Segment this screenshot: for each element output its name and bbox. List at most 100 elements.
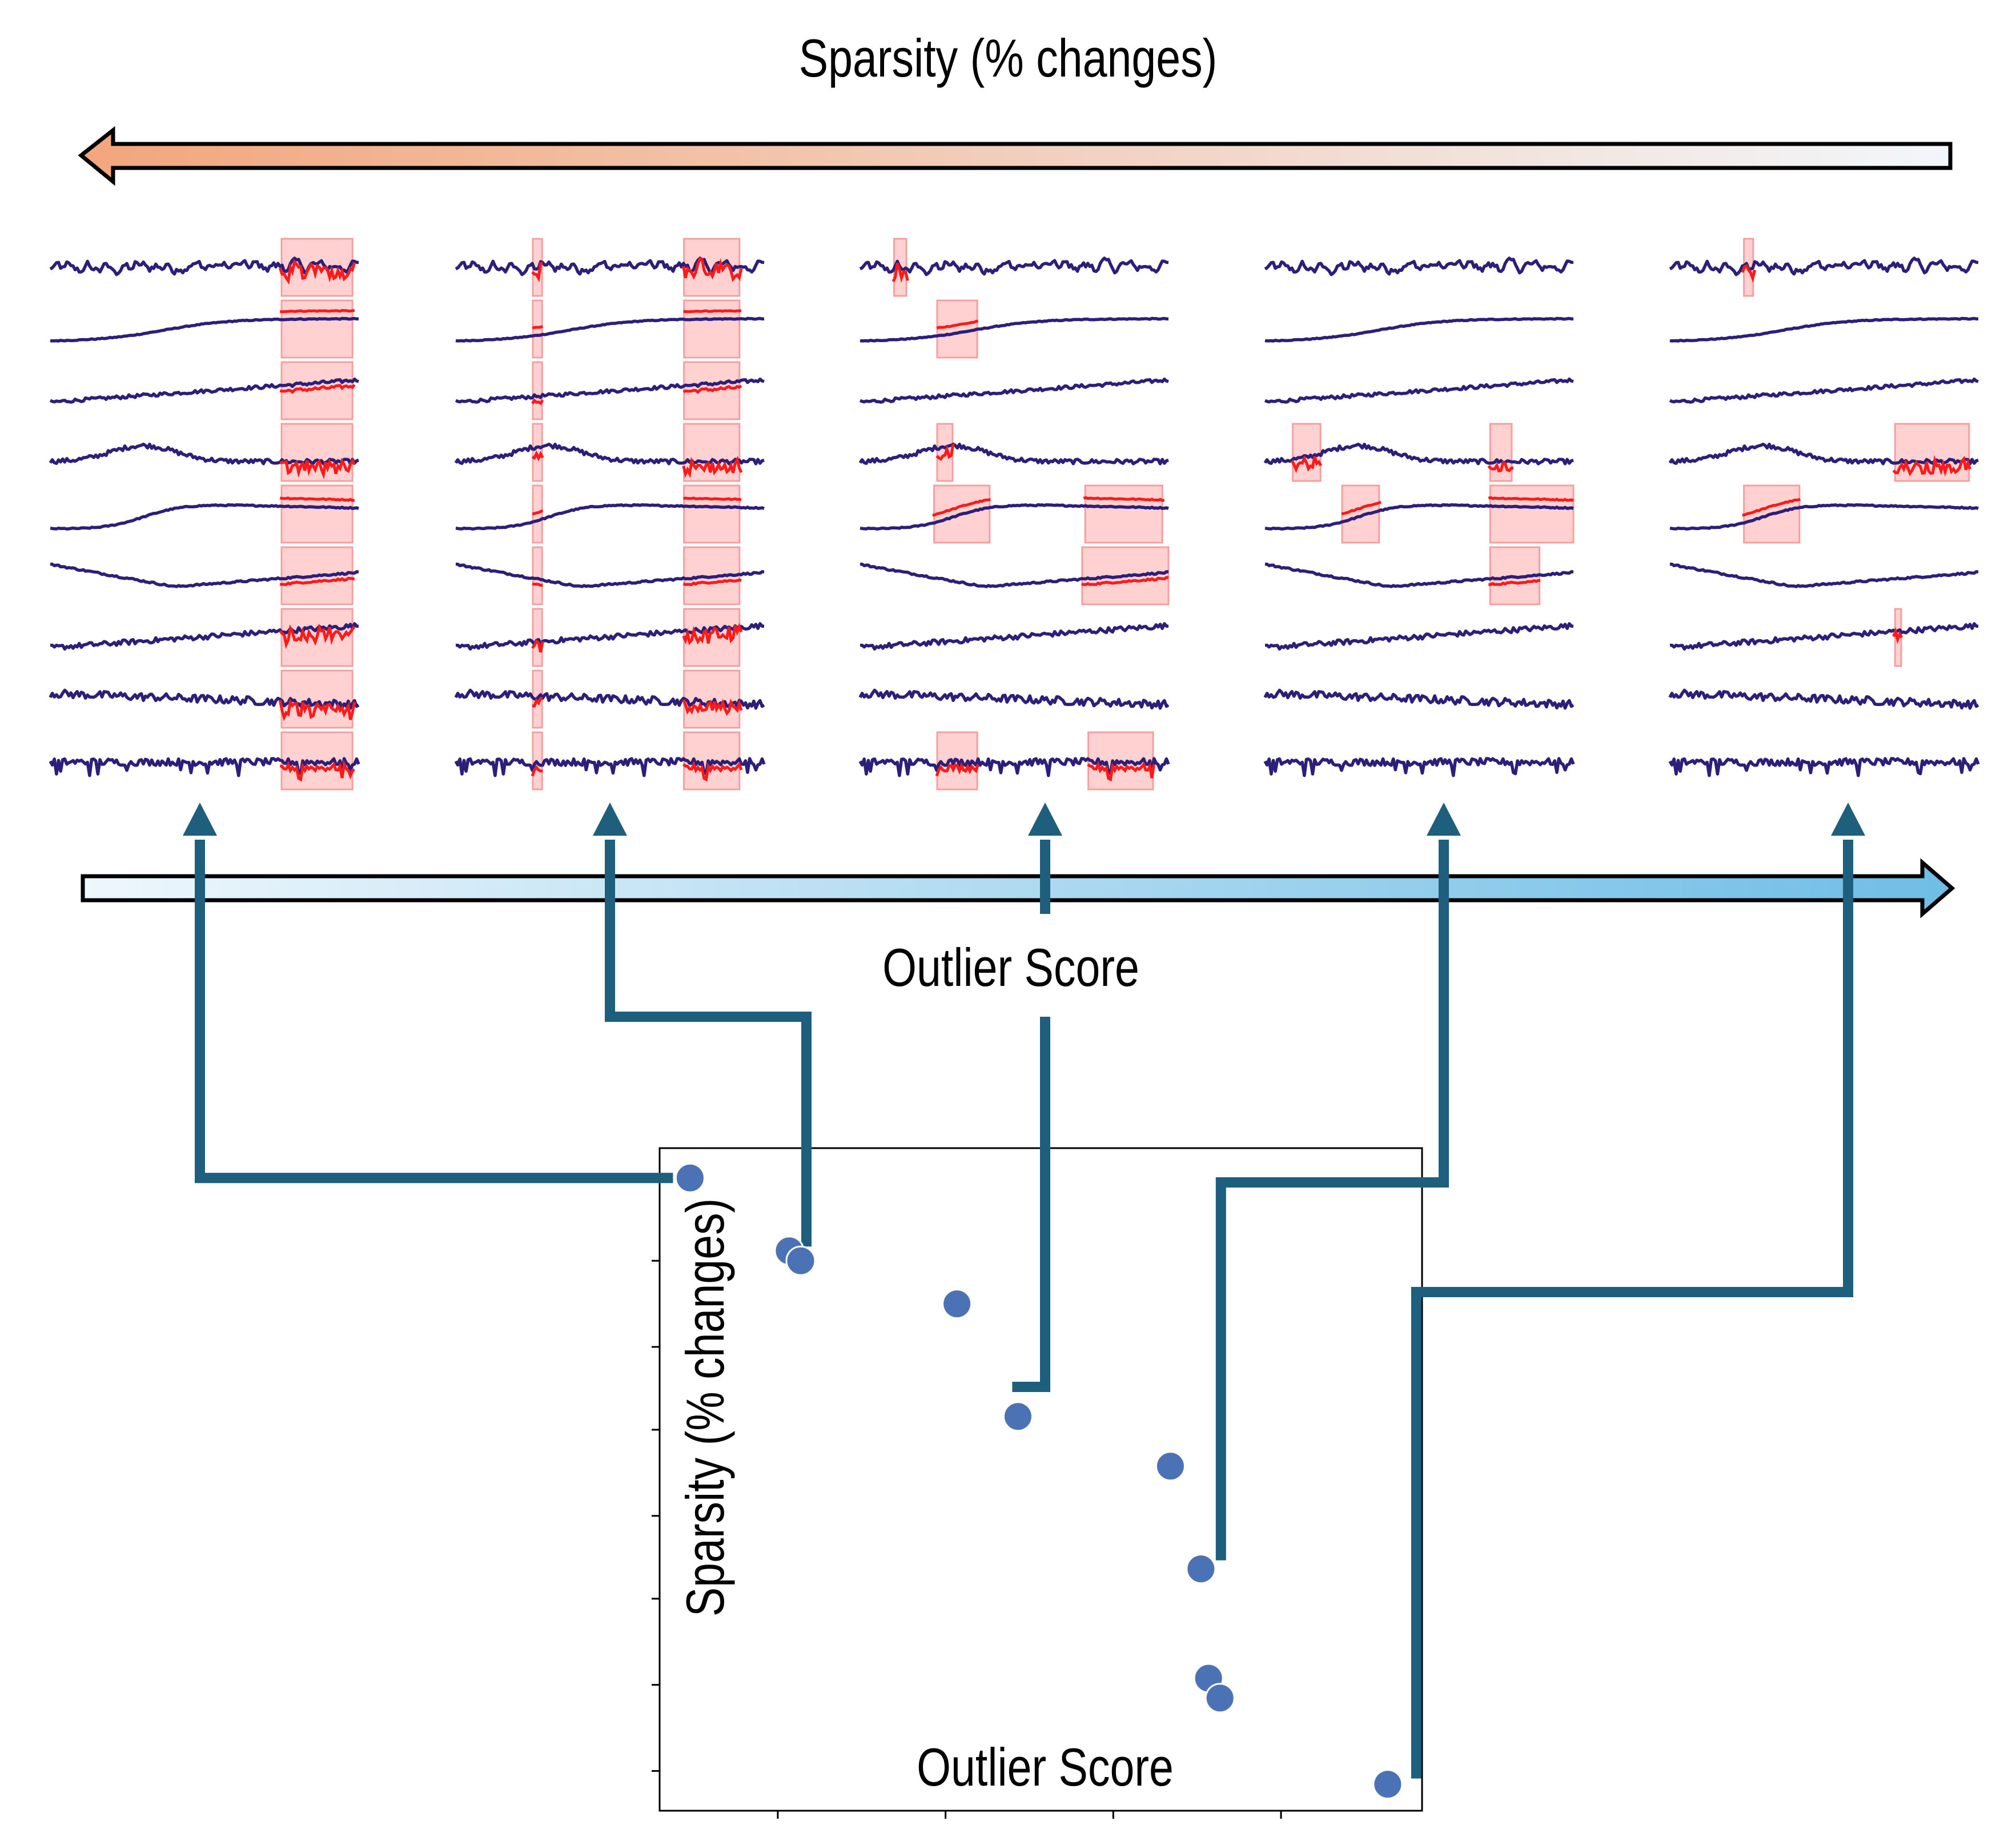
- panel-3: [858, 238, 1170, 791]
- changed-segment: [279, 458, 356, 480]
- time-series: [50, 503, 359, 531]
- changed-segment: [932, 498, 991, 517]
- time-series: [455, 256, 765, 276]
- panel-4: [1263, 256, 1575, 777]
- time-series: [1669, 316, 1979, 343]
- changed-region: [280, 423, 354, 482]
- time-series: [860, 562, 1169, 588]
- time-series: [50, 622, 359, 651]
- changed-region: [683, 299, 741, 359]
- panel-1: [49, 238, 360, 791]
- panel-2: [454, 238, 766, 791]
- changed-segment: [891, 262, 909, 283]
- changed-segment: [532, 697, 543, 708]
- changed-segment: [280, 496, 355, 502]
- changed-segment: [532, 509, 544, 516]
- changed-region: [1341, 484, 1380, 544]
- changed-region: [683, 484, 741, 544]
- time-series: [1264, 377, 1574, 404]
- changed-segment: [682, 761, 743, 782]
- changed-region: [1292, 423, 1322, 482]
- time-series: [455, 503, 765, 531]
- changed-segment: [1488, 496, 1574, 502]
- time-series: [1264, 503, 1574, 531]
- changed-segment: [531, 262, 543, 283]
- outlier-score-arrow: [81, 858, 1955, 919]
- time-series: [1669, 503, 1979, 531]
- changed-segment: [682, 455, 743, 479]
- connectors: [183, 803, 1865, 1779]
- time-series: [455, 316, 765, 343]
- changed-segment: [935, 762, 979, 777]
- connector-line: [1411, 840, 1853, 1779]
- time-series: [49, 442, 359, 466]
- changed-segment: [1892, 455, 1971, 477]
- changed-region: [1084, 484, 1163, 544]
- time-series: [858, 757, 1170, 777]
- time-series: [1263, 688, 1575, 710]
- scatter-point: [1186, 1554, 1216, 1585]
- connector-line: [605, 840, 812, 1247]
- changed-region: [280, 484, 354, 544]
- time-series: [454, 757, 766, 777]
- sparsity-arrow: [78, 126, 1953, 186]
- scatter-point: [1204, 1683, 1235, 1714]
- time-series: [1669, 622, 1979, 651]
- changed-segment: [1083, 496, 1165, 502]
- changed-segment: [279, 759, 355, 782]
- changed-segment: [935, 443, 955, 461]
- time-series: [455, 562, 765, 588]
- scatter-point: [1372, 1769, 1403, 1800]
- time-series: [1668, 757, 1980, 777]
- changed-segment: [682, 257, 743, 282]
- time-series: [859, 256, 1169, 276]
- connector-arrowhead: [183, 803, 217, 836]
- time-series: [1263, 442, 1574, 466]
- changed-segment: [1087, 761, 1156, 782]
- changed-segment: [682, 578, 742, 586]
- changed-region: [532, 546, 543, 605]
- changed-segment: [531, 450, 544, 462]
- changed-segment: [279, 623, 356, 649]
- series-panels: [49, 238, 1980, 791]
- changed-segment: [1892, 627, 1903, 644]
- changed-segment: [531, 765, 543, 777]
- scatter-point: [674, 1162, 705, 1193]
- changed-segment: [1742, 498, 1801, 517]
- scatter-point: [785, 1245, 816, 1276]
- changed-segment: [936, 319, 979, 330]
- time-series: [1668, 442, 1979, 466]
- changed-segment: [532, 324, 544, 330]
- scatter-point: [1155, 1451, 1186, 1482]
- changed-segment: [280, 308, 355, 314]
- connector-line: [195, 840, 673, 1184]
- connector-arrowhead: [1028, 803, 1062, 836]
- changed-segment: [682, 623, 743, 645]
- connector-line: [1215, 840, 1449, 1561]
- time-series: [860, 622, 1169, 651]
- changed-segment: [1741, 264, 1757, 283]
- time-series: [860, 503, 1169, 531]
- changed-region: [1489, 484, 1575, 544]
- time-series: [50, 316, 359, 343]
- time-series: [859, 377, 1169, 404]
- changed-segment: [682, 384, 742, 394]
- time-series: [1264, 256, 1574, 276]
- changed-segment: [1290, 455, 1323, 473]
- sparsity-arrow-label: Sparsity (% changes): [798, 28, 1218, 88]
- time-series: [1263, 757, 1575, 777]
- changed-segment: [1341, 500, 1382, 516]
- connector-arrowhead: [1427, 803, 1461, 836]
- changed-segment: [683, 496, 742, 502]
- connector-line: [1012, 1017, 1050, 1392]
- panel-5: [1668, 238, 1980, 777]
- changed-segment: [278, 259, 356, 285]
- changed-segment: [1487, 461, 1514, 473]
- time-series: [49, 688, 360, 710]
- connector-arrowhead: [1831, 803, 1865, 836]
- time-series: [50, 562, 359, 588]
- changed-segment: [279, 384, 356, 394]
- changed-region: [532, 423, 543, 482]
